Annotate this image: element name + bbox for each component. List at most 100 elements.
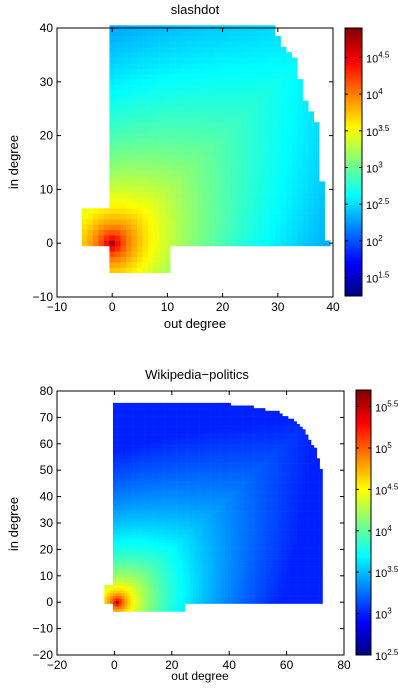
heatmap-cell: [133, 574, 137, 578]
heatmap-cell: [230, 46, 237, 53]
heatmap-cell: [156, 587, 160, 591]
heatmap-cell: [264, 213, 270, 220]
heatmap-cell: [216, 418, 220, 422]
heatmap-cell: [275, 197, 281, 204]
heatmap-cell: [222, 582, 226, 586]
heatmap-cell: [210, 476, 214, 480]
heatmap-cell: [186, 106, 193, 112]
heatmap-cell: [196, 500, 200, 504]
heatmap-cell: [114, 111, 121, 118]
heatmap-cell: [181, 218, 188, 225]
heatmap-cell: [230, 479, 234, 483]
heatmap-cell: [219, 170, 226, 177]
heatmap-cell: [112, 442, 117, 446]
heatmap-cell: [150, 466, 154, 470]
heatmap-cell: [291, 208, 298, 214]
heatmap-cell: [109, 208, 116, 214]
heatmap-cell: [141, 503, 145, 507]
heatmap-cell: [176, 418, 180, 422]
heatmap-cell: [219, 482, 223, 486]
heatmap-cell: [230, 73, 237, 80]
heatmap-cell: [164, 474, 168, 478]
heatmap-cell: [213, 545, 217, 549]
heatmap-cell: [135, 537, 140, 541]
heatmap-cell: [181, 532, 186, 536]
heatmap-cell: [219, 421, 223, 425]
heatmap-cell: [222, 445, 226, 449]
heatmap-cell: [197, 213, 204, 220]
heatmap-cell: [153, 590, 157, 594]
heatmap-cell: [210, 537, 214, 541]
heatmap-cell: [176, 563, 180, 567]
heatmap-cell: [193, 490, 197, 493]
heatmap-cell: [173, 495, 177, 499]
heatmap-cell: [137, 46, 143, 53]
heatmap-cell: [135, 556, 140, 559]
heatmap-cell: [135, 402, 140, 406]
heatmap-cell: [153, 608, 157, 612]
heatmap-cell: [208, 41, 215, 48]
heatmap-cell: [219, 122, 226, 128]
heatmap-cell: [176, 550, 180, 554]
heatmap-cell: [247, 159, 254, 166]
heatmap-cell: [264, 235, 270, 241]
heatmap-cell: [216, 429, 220, 433]
heatmap-cell: [302, 111, 309, 118]
heatmap-cell: [118, 455, 122, 459]
heatmap-cell: [224, 529, 229, 533]
heatmap-cell: [291, 62, 298, 69]
heatmap-cell: [114, 95, 121, 101]
heatmap-cell: [199, 571, 203, 575]
heatmap-cell: [135, 479, 140, 483]
colorbar-tick-label: 102.5: [366, 197, 390, 212]
heatmap-cell: [210, 503, 214, 507]
heatmap-cell: [291, 229, 298, 236]
heatmap-cell: [219, 577, 223, 581]
heatmap-cell: [153, 429, 157, 433]
heatmap-cell: [286, 175, 292, 182]
heatmap-cell: [112, 548, 117, 552]
heatmap-cell: [222, 487, 226, 491]
heatmap-cell: [275, 213, 281, 220]
heatmap-cell: [167, 505, 171, 509]
heatmap-cell: [207, 566, 211, 570]
heatmap-cell: [227, 600, 231, 604]
heatmap-cell: [173, 582, 177, 586]
heatmap-cell: [214, 143, 221, 150]
heatmap-cell: [170, 532, 174, 536]
heatmap-cell: [196, 508, 200, 512]
heatmap-cell: [222, 519, 226, 522]
heatmap-cell: [176, 487, 180, 491]
heatmap-cell: [161, 513, 165, 517]
heatmap-cell: [280, 100, 287, 107]
heatmap-cell: [201, 508, 206, 512]
heatmap-cell: [131, 240, 138, 247]
heatmap-cell: [291, 186, 298, 193]
heatmap-cell: [227, 463, 231, 467]
heatmap-cell: [147, 408, 151, 412]
heatmap-cell: [181, 460, 186, 464]
heatmap-cell: [150, 490, 154, 493]
heatmap-cell: [193, 497, 197, 501]
heatmap-cell: [147, 487, 151, 491]
heatmap-cell: [190, 442, 194, 446]
heatmap-cell: [187, 466, 191, 470]
heatmap-cell: [201, 421, 206, 425]
heatmap-cell: [131, 229, 138, 236]
heatmap-cell: [158, 513, 163, 517]
heatmap-cell: [308, 116, 314, 123]
heatmap-cell: [213, 479, 217, 483]
heatmap-cell: [164, 571, 168, 575]
heatmap-cell: [170, 434, 174, 438]
heatmap-cell: [224, 482, 229, 486]
heatmap-cell: [181, 235, 188, 241]
heatmap-cell: [176, 460, 180, 464]
heatmap-cell: [135, 513, 140, 517]
heatmap-cell: [150, 484, 154, 488]
heatmap-cell: [230, 431, 234, 435]
heatmap-cell: [227, 529, 231, 533]
heatmap-cell: [156, 542, 160, 546]
heatmap-cell: [156, 585, 160, 588]
heatmap-cell: [197, 202, 204, 209]
heatmap-cell: [308, 224, 314, 231]
